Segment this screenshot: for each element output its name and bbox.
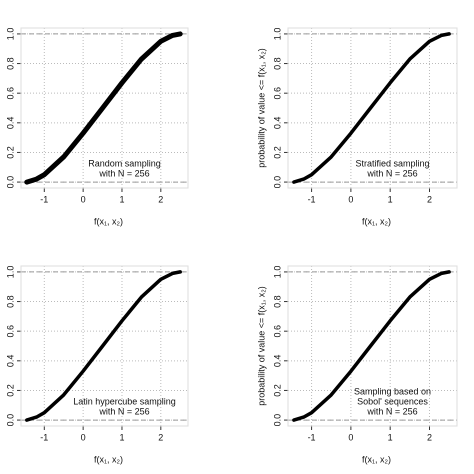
x-tick-label: 0 <box>81 432 86 442</box>
y-axis-label: probability of value <= f(x₁, x₂) <box>256 48 266 168</box>
annotation: with N = 256 <box>98 406 149 416</box>
x-tick-label: 1 <box>119 432 124 442</box>
y-tick-label: 0.8 <box>272 295 282 308</box>
x-tick-label: -1 <box>40 432 48 442</box>
y-tick-label: 0.4 <box>272 355 282 368</box>
cdf-line <box>292 270 451 422</box>
y-tick-label: 0.2 <box>272 146 282 159</box>
y-tick-label: 0.6 <box>272 87 282 100</box>
cdf-line <box>25 270 182 422</box>
x-tick-label: 2 <box>158 432 163 442</box>
x-tick-label: -1 <box>40 194 48 204</box>
x-tick-label: 0 <box>81 194 86 204</box>
x-tick-label: 2 <box>427 432 432 442</box>
plot-frame <box>20 265 189 427</box>
y-tick-label: 0.0 <box>272 176 282 189</box>
annotation: Random sampling <box>88 158 161 168</box>
x-tick-label: 1 <box>119 194 124 204</box>
y-tick-label: 0.8 <box>272 57 282 70</box>
x-axis-label: f(x₁, x₂) <box>94 216 123 226</box>
y-tick-label: 0.0 <box>5 414 15 427</box>
plot-frame <box>287 27 458 189</box>
y-tick-label: 1.0 <box>5 28 15 41</box>
y-tick-label: 1.0 <box>272 28 282 41</box>
cdf-line <box>292 32 451 184</box>
y-tick-label: 0.0 <box>272 414 282 427</box>
plot-frame <box>287 265 458 427</box>
annotation: with N = 256 <box>98 168 149 178</box>
y-tick-label: 0.6 <box>272 325 282 338</box>
cdf-line <box>24 31 183 185</box>
x-tick-label: 2 <box>427 194 432 204</box>
y-tick-label: 0.0 <box>5 176 15 189</box>
y-tick-label: 0.8 <box>5 295 15 308</box>
y-tick-label: 0.4 <box>272 117 282 130</box>
x-tick-label: 2 <box>158 194 163 204</box>
annotation: with N = 256 <box>366 406 417 416</box>
plot-frame <box>20 27 189 189</box>
x-axis-label: f(x₁, x₂) <box>94 454 123 464</box>
y-tick-label: 0.6 <box>5 325 15 338</box>
annotation: Sobol' sequences <box>357 396 428 406</box>
y-tick-label: 0.2 <box>5 146 15 159</box>
annotation: with N = 256 <box>366 168 417 178</box>
annotation: Sampling based on <box>354 386 431 396</box>
y-axis-label: probability of value <= f(x₁, x₂) <box>256 286 266 406</box>
y-tick-label: 0.2 <box>5 384 15 397</box>
annotation: Latin hypercube sampling <box>73 396 176 406</box>
x-tick-label: -1 <box>308 194 316 204</box>
y-tick-label: 1.0 <box>272 266 282 279</box>
y-tick-label: 1.0 <box>5 266 15 279</box>
y-tick-label: 0.8 <box>5 57 15 70</box>
y-tick-label: 0.2 <box>272 384 282 397</box>
annotation: Stratified sampling <box>355 158 429 168</box>
x-axis-label: f(x₁, x₂) <box>362 216 391 226</box>
x-tick-label: 0 <box>348 432 353 442</box>
y-tick-label: 0.4 <box>5 117 15 130</box>
x-tick-label: 1 <box>388 194 393 204</box>
x-tick-label: -1 <box>308 432 316 442</box>
y-tick-label: 0.6 <box>5 87 15 100</box>
x-tick-label: 0 <box>348 194 353 204</box>
x-tick-label: 1 <box>388 432 393 442</box>
y-tick-label: 0.4 <box>5 355 15 368</box>
x-axis-label: f(x₁, x₂) <box>362 454 391 464</box>
